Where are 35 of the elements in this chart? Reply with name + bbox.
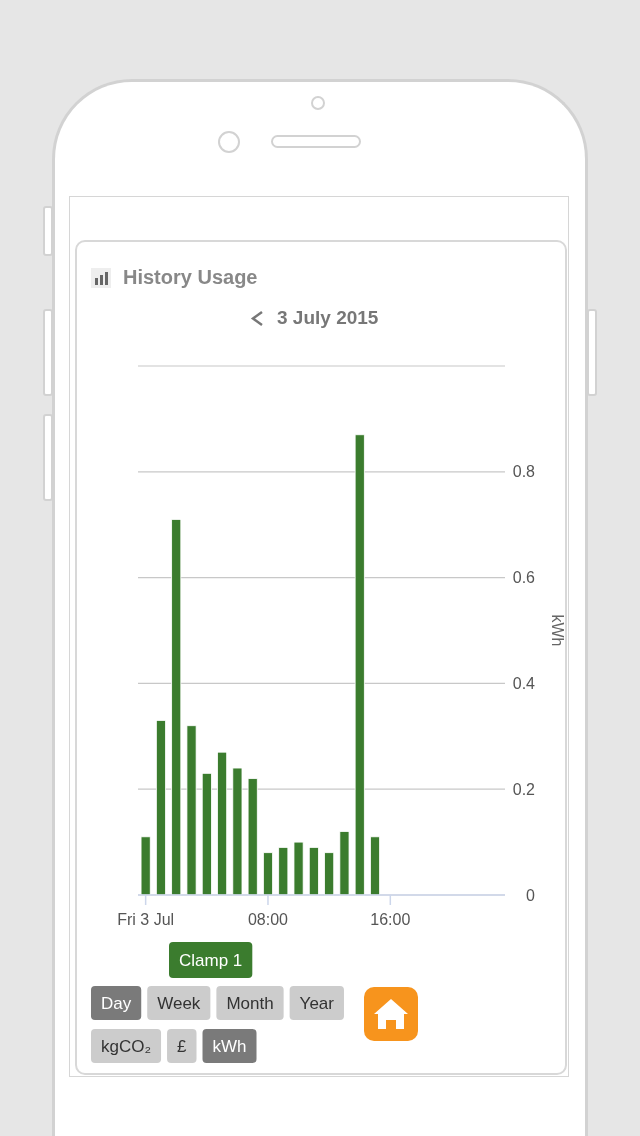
bar (278, 846, 289, 896)
button: Year (289, 986, 344, 1020)
x-tick-label: Fri 3 Jul (117, 911, 175, 928)
button: £ (167, 1029, 197, 1063)
chart-subtitle: 3 July 2015 (277, 307, 379, 328)
y-axis-title: kWh (549, 614, 566, 647)
bar (354, 434, 365, 896)
x-tick-label: 08:00 (247, 911, 289, 928)
bar (171, 519, 182, 896)
bar (140, 836, 151, 896)
text: Clamp 1 (178, 951, 243, 970)
y-tick-label: 0.6 (512, 569, 536, 587)
bar (186, 725, 197, 896)
bar (232, 767, 243, 896)
y-tick-label: 0.8 (512, 463, 536, 481)
bar (370, 836, 381, 896)
bar (339, 831, 350, 896)
bar (308, 846, 319, 896)
bar (247, 778, 258, 896)
chart-title: History Usage (123, 266, 258, 288)
y-tick-label: 0.2 (512, 780, 536, 798)
x-tick-label: 16:00 (370, 911, 411, 928)
bar (201, 772, 212, 896)
button: Month (216, 986, 284, 1020)
bar (217, 751, 228, 896)
bar (155, 720, 166, 896)
bar (293, 841, 304, 896)
button: Week (147, 986, 211, 1020)
y-tick-label: 0.4 (512, 675, 536, 692)
button: Day (91, 986, 142, 1020)
bar (262, 852, 273, 896)
y-tick-label: 0 (526, 886, 536, 904)
bar (324, 852, 335, 896)
button: kWh (202, 1029, 257, 1063)
button: kgCO₂ (91, 1029, 162, 1063)
